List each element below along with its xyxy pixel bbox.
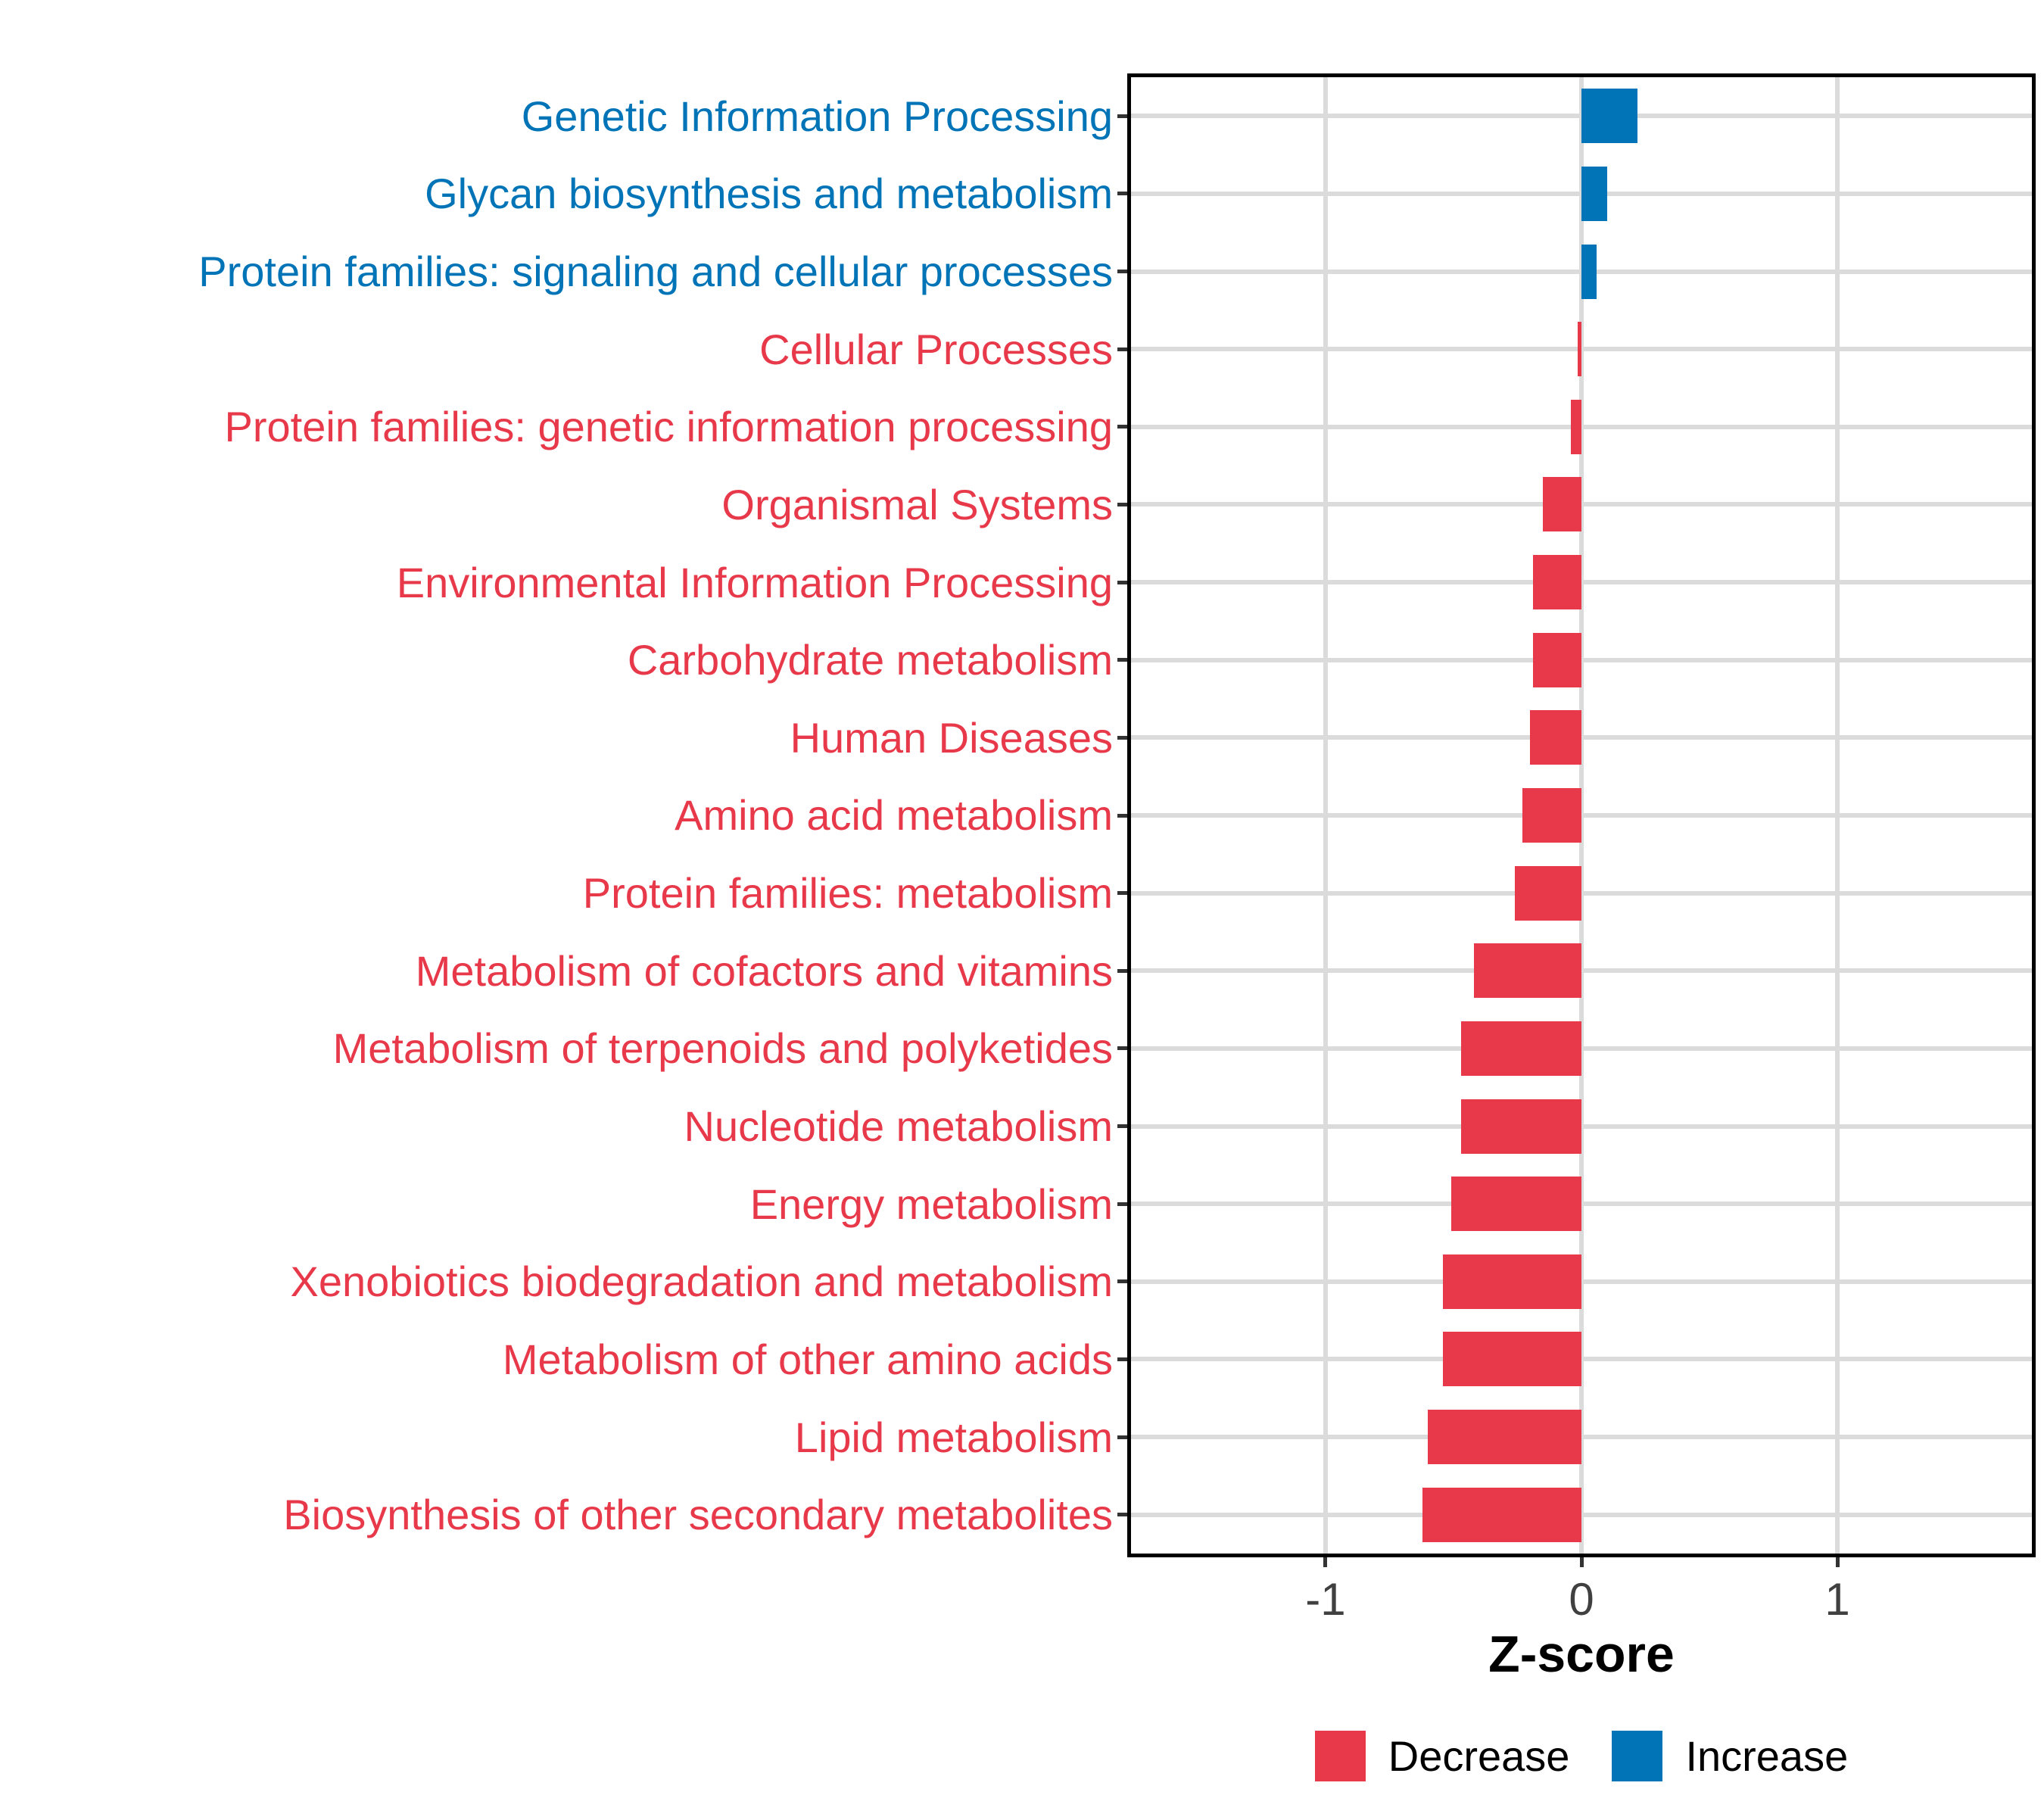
y-tick	[1117, 968, 1131, 973]
h-gridline	[1131, 502, 2032, 507]
category-label: Cellular Processes	[759, 325, 1113, 373]
category-label: Nucleotide metabolism	[684, 1102, 1113, 1151]
bar	[1474, 943, 1581, 999]
h-gridline	[1131, 1046, 2032, 1051]
y-tick	[1117, 347, 1131, 351]
bar	[1577, 322, 1581, 377]
y-tick	[1117, 114, 1131, 118]
legend-swatch	[1612, 1730, 1663, 1781]
bar	[1450, 1177, 1581, 1232]
x-tick-label: 0	[1569, 1574, 1594, 1625]
h-gridline	[1131, 1279, 2032, 1284]
category-label: Organismal Systems	[721, 480, 1113, 528]
plot-panel	[1131, 77, 2032, 1554]
legend-item: Increase	[1612, 1730, 1849, 1781]
y-tick	[1117, 1513, 1131, 1517]
y-tick	[1117, 425, 1131, 429]
h-gridline	[1131, 968, 2032, 974]
bar	[1532, 632, 1581, 687]
bar	[1532, 555, 1581, 610]
y-tick	[1117, 735, 1131, 740]
category-label: Protein families: genetic information pr…	[224, 403, 1113, 451]
y-tick	[1117, 1046, 1131, 1051]
y-tick	[1117, 580, 1131, 584]
h-gridline	[1131, 1435, 2032, 1440]
category-label: Human Diseases	[790, 713, 1113, 762]
bar	[1422, 1487, 1581, 1542]
category-label: Xenobiotics biodegradation and metabolis…	[290, 1258, 1113, 1306]
x-tick	[1835, 1554, 1840, 1567]
category-label: Lipid metabolism	[794, 1413, 1113, 1461]
y-tick	[1117, 270, 1131, 274]
y-tick	[1117, 192, 1131, 196]
category-label: Genetic Information Processing	[521, 92, 1113, 140]
x-tick	[1579, 1554, 1584, 1567]
bar	[1522, 788, 1581, 843]
legend: Decrease Increase	[1131, 1729, 2032, 1782]
bar	[1515, 865, 1581, 921]
x-tick	[1323, 1554, 1328, 1567]
category-label: Metabolism of cofactors and vitamins	[415, 946, 1113, 995]
category-label: Protein families: signaling and cellular…	[198, 248, 1113, 296]
y-tick	[1117, 1435, 1131, 1439]
y-tick	[1117, 658, 1131, 662]
category-label: Biosynthesis of other secondary metaboli…	[283, 1491, 1113, 1539]
legend-label: Decrease	[1388, 1731, 1570, 1780]
category-label: Carbohydrate metabolism	[627, 636, 1113, 684]
category-label: Metabolism of other amino acids	[502, 1335, 1113, 1383]
bar	[1461, 1099, 1581, 1154]
h-gridline	[1131, 813, 2032, 818]
h-gridline	[1131, 424, 2032, 429]
legend-label: Increase	[1685, 1731, 1849, 1780]
h-gridline	[1131, 735, 2032, 740]
bar	[1530, 710, 1581, 765]
y-tick	[1117, 502, 1131, 506]
bar	[1543, 477, 1581, 532]
bar	[1443, 1332, 1581, 1387]
h-gridline	[1131, 580, 2032, 585]
y-tick	[1117, 1279, 1131, 1284]
h-gridline	[1131, 1201, 2032, 1207]
y-tick	[1117, 1201, 1131, 1206]
x-tick-label: -1	[1305, 1574, 1346, 1625]
bar	[1581, 89, 1638, 144]
category-label: Amino acid metabolism	[675, 791, 1113, 840]
h-gridline	[1131, 1357, 2032, 1362]
category-label: Metabolism of terpenoids and polyketides	[332, 1024, 1113, 1073]
category-label: Energy metabolism	[749, 1180, 1113, 1228]
bar	[1461, 1021, 1581, 1076]
y-tick	[1117, 891, 1131, 896]
legend-swatch	[1314, 1730, 1366, 1781]
bar	[1571, 399, 1581, 454]
category-label: Glycan biosynthesis and metabolism	[425, 170, 1113, 218]
x-axis-title: Z-score	[1488, 1625, 1675, 1683]
bar	[1581, 166, 1607, 221]
h-gridline	[1131, 347, 2032, 352]
legend-item: Decrease	[1314, 1730, 1570, 1781]
bar	[1581, 244, 1597, 299]
bar	[1443, 1254, 1581, 1309]
h-gridline	[1131, 1124, 2032, 1129]
h-gridline	[1131, 890, 2032, 896]
y-tick	[1117, 813, 1131, 818]
h-gridline	[1131, 657, 2032, 662]
x-tick-label: 1	[1824, 1574, 1850, 1625]
h-gridline	[1131, 1512, 2032, 1517]
y-tick	[1117, 1124, 1131, 1129]
category-label: Protein families: metabolism	[582, 869, 1113, 918]
category-label: Environmental Information Processing	[396, 558, 1113, 606]
y-tick	[1117, 1357, 1131, 1361]
bar	[1428, 1410, 1581, 1465]
